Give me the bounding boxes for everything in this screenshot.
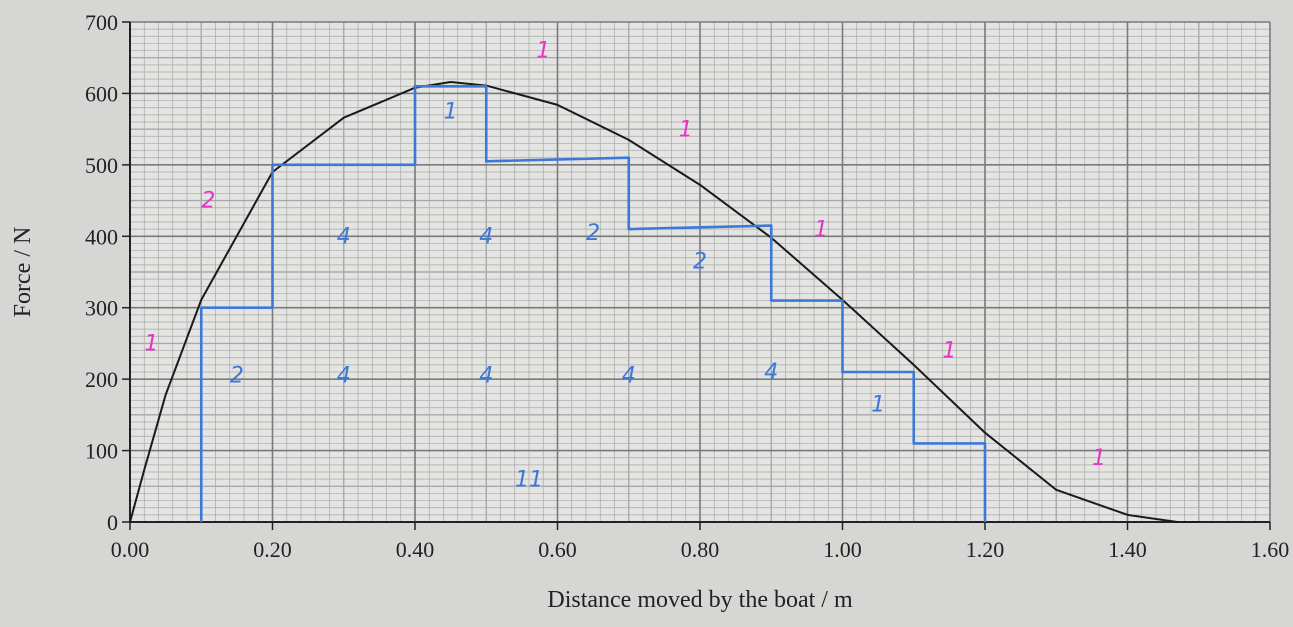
y-tick-label: 100	[85, 439, 118, 464]
annotation: 1	[814, 217, 828, 242]
annotation: 4	[764, 360, 778, 385]
x-tick-label: 1.40	[1108, 537, 1147, 562]
annotation: 1	[679, 117, 693, 142]
x-tick-label: 0.20	[253, 537, 292, 562]
annotation: 1	[871, 392, 885, 417]
annotation: 4	[479, 364, 493, 389]
y-tick-label: 300	[85, 296, 118, 321]
annotation: 2	[230, 364, 244, 389]
x-tick-label: 1.20	[966, 537, 1005, 562]
annotation: 2	[201, 189, 215, 214]
y-axis-label: Force / N	[10, 227, 36, 318]
y-tick-label: 400	[85, 224, 118, 249]
y-tick-label: 500	[85, 153, 118, 178]
annotation: 1	[144, 332, 158, 357]
x-tick-label: 0.00	[111, 537, 150, 562]
x-tick-label: 0.40	[396, 537, 435, 562]
y-tick-label: 200	[85, 367, 118, 392]
annotation: 4	[337, 224, 351, 249]
annotation: 1	[536, 39, 550, 64]
annotation: 4	[337, 364, 351, 389]
annotation: 4	[479, 224, 493, 249]
annotation: 1	[1092, 446, 1106, 471]
annotation: 1	[942, 339, 956, 364]
annotation: 2	[693, 249, 707, 274]
annotation: 2	[586, 221, 600, 246]
annotation: 1	[444, 99, 458, 124]
x-tick-label: 1.60	[1251, 537, 1290, 562]
x-tick-label: 0.60	[538, 537, 577, 562]
x-tick-label: 1.00	[823, 537, 862, 562]
y-tick-label: 700	[85, 10, 118, 35]
x-axis-label: Distance moved by the boat / m	[547, 587, 853, 613]
series-line	[129, 81, 1199, 523]
y-tick-label: 0	[107, 510, 118, 535]
series-line	[199, 84, 987, 522]
y-tick-label: 600	[85, 81, 118, 106]
annotation: 4	[622, 364, 636, 389]
annotation: 11	[515, 467, 543, 492]
x-tick-label: 0.80	[681, 537, 720, 562]
